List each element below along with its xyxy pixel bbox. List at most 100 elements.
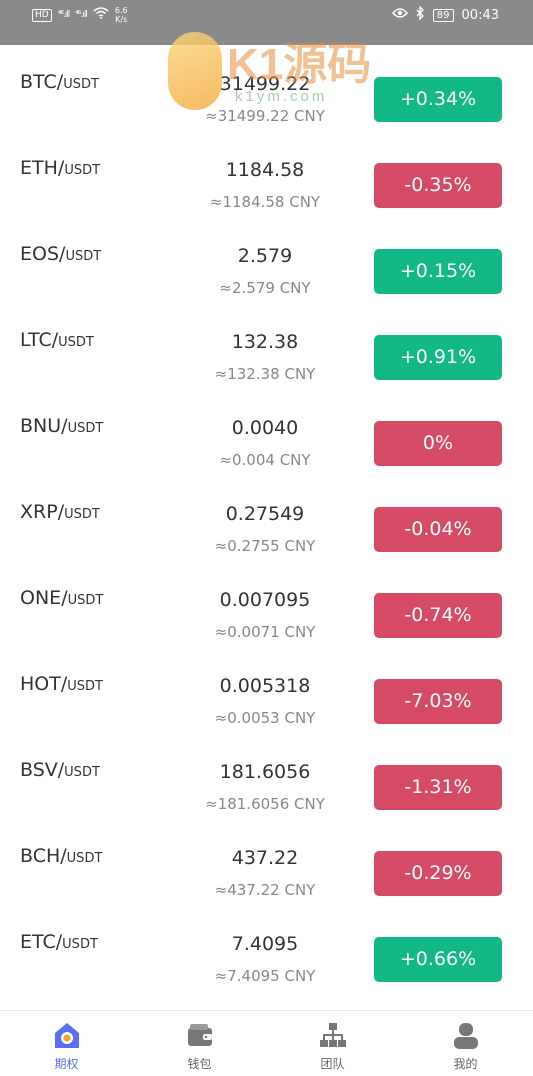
last-price: 0.27549 <box>225 503 305 525</box>
pair-name: LTC/USDT <box>20 329 94 351</box>
cny-price: ≈31499.22 CNY <box>205 107 325 125</box>
network-speed: 6.6 K/s <box>115 6 128 24</box>
market-list: BTC/USDT 31499.22 ≈31499.22 CNY +0.34% ETH/U… <box>0 45 533 991</box>
quote-currency: USDT <box>62 937 98 952</box>
last-price: 437.22 <box>231 847 299 869</box>
speed-value: 6.6 <box>114 6 128 15</box>
team-icon <box>318 1021 348 1051</box>
tab-options[interactable]: 期权 <box>0 1011 133 1076</box>
base-currency: HOT <box>20 673 61 695</box>
quote-currency: USDT <box>64 765 100 780</box>
tab-label: 团队 <box>320 1057 345 1071</box>
pair-name: BCH/USDT <box>20 845 102 867</box>
pair-name: HOT/USDT <box>20 673 103 695</box>
pair-name: EOS/USDT <box>20 243 101 265</box>
market-row[interactable]: XRP/USDT 0.27549 ≈0.2755 CNY -0.04% <box>0 475 533 561</box>
cny-price: ≈0.2755 CNY <box>214 537 316 555</box>
market-row[interactable]: EOS/USDT 2.579 ≈2.579 CNY +0.15% <box>0 217 533 303</box>
last-price: 181.6056 <box>219 761 311 783</box>
bluetooth-icon <box>416 5 425 24</box>
tab-profile[interactable]: 我的 <box>399 1011 532 1076</box>
change-badge[interactable]: -1.31% <box>374 765 502 810</box>
market-row[interactable]: BSV/USDT 181.6056 ≈181.6056 CNY -1.31% <box>0 733 533 819</box>
pair-name: ETC/USDT <box>20 931 98 953</box>
battery-icon: 89 <box>432 8 454 22</box>
pair-separator: / <box>57 759 65 781</box>
change-badge[interactable]: 0% <box>374 421 502 466</box>
change-badge[interactable]: +0.15% <box>374 249 502 294</box>
tab-label: 我的 <box>453 1057 478 1071</box>
base-currency: EOS <box>20 243 60 265</box>
last-price: 2.579 <box>237 245 293 267</box>
pair-name: XRP/USDT <box>20 501 100 523</box>
market-row[interactable]: BNU/USDT 0.0040 ≈0.004 CNY 0% <box>0 389 533 475</box>
change-badge[interactable]: -0.74% <box>374 593 502 638</box>
market-row[interactable]: LTC/USDT 132.38 ≈132.38 CNY +0.91% <box>0 303 533 389</box>
quote-currency: USDT <box>65 249 102 264</box>
base-currency: ETH <box>20 157 58 179</box>
pair-name: BSV/USDT <box>20 759 100 781</box>
cell-signal-icon: ⁴⁶.ıll <box>57 10 71 20</box>
market-row[interactable]: ONE/USDT 0.007095 ≈0.0071 CNY -0.74% <box>0 561 533 647</box>
last-price: 1184.58 <box>225 159 305 181</box>
market-row[interactable]: ETH/USDT 1184.58 ≈1184.58 CNY -0.35% <box>0 131 533 217</box>
cny-price: ≈1184.58 CNY <box>209 193 321 211</box>
pair-separator: / <box>59 243 66 265</box>
hd-badge: HD <box>32 8 52 22</box>
pair-name: BTC/USDT <box>20 71 99 93</box>
tab-label: 期权 <box>54 1057 79 1071</box>
pair-name: ETH/USDT <box>20 157 100 179</box>
base-currency: BTC <box>20 71 57 93</box>
base-currency: BCH <box>20 845 61 867</box>
eye-icon <box>391 7 408 23</box>
wallet-icon <box>185 1021 215 1051</box>
change-badge[interactable]: -0.35% <box>374 163 502 208</box>
base-currency: BSV <box>20 759 58 781</box>
base-currency: LTC <box>20 329 52 351</box>
base-currency: ONE <box>20 587 62 609</box>
pair-name: BNU/USDT <box>20 415 103 437</box>
last-price: 31499.22 <box>219 73 311 95</box>
change-badge[interactable]: +0.66% <box>374 937 502 982</box>
speed-unit: K/s <box>115 15 128 24</box>
bottom-tab-bar: 期权 钱包 团队 我的 <box>0 1010 533 1076</box>
change-badge[interactable]: +0.34% <box>374 77 502 122</box>
quote-currency: USDT <box>64 507 100 522</box>
cny-price: ≈0.0053 CNY <box>214 709 316 727</box>
base-currency: XRP <box>20 501 58 523</box>
last-price: 0.0040 <box>231 417 299 439</box>
quote-currency: USDT <box>67 421 104 436</box>
cny-price: ≈2.579 CNY <box>219 279 311 297</box>
tab-team[interactable]: 团队 <box>266 1011 399 1076</box>
tab-wallet[interactable]: 钱包 <box>133 1011 266 1076</box>
pair-separator: / <box>57 157 65 179</box>
quote-currency: USDT <box>67 679 103 694</box>
cell-signal-icon: ⁴⁶.ıll <box>75 10 88 20</box>
last-price: 7.4095 <box>231 933 299 955</box>
pair-separator: / <box>60 673 68 695</box>
quote-currency: USDT <box>67 593 104 608</box>
change-badge[interactable]: -0.29% <box>374 851 502 896</box>
cny-price: ≈7.4095 CNY <box>214 967 316 985</box>
options-icon <box>52 1021 82 1051</box>
pair-name: ONE/USDT <box>20 587 103 609</box>
quote-currency: USDT <box>66 851 103 866</box>
change-badge[interactable]: +0.91% <box>374 335 502 380</box>
last-price: 0.007095 <box>219 589 311 611</box>
status-right: 89 00:43 <box>391 5 499 24</box>
market-row[interactable]: BCH/USDT 437.22 ≈437.22 CNY -0.29% <box>0 819 533 905</box>
cny-price: ≈132.38 CNY <box>214 365 316 383</box>
quote-currency: USDT <box>58 335 94 350</box>
status-left: HD ⁴⁶.ıll ⁴⁶.ıll 6.6 K/s <box>32 6 128 24</box>
quote-currency: USDT <box>64 163 101 178</box>
change-badge[interactable]: -7.03% <box>374 679 502 724</box>
pair-separator: / <box>57 501 65 523</box>
market-row[interactable]: BTC/USDT 31499.22 ≈31499.22 CNY +0.34% <box>0 45 533 131</box>
base-currency: ETC <box>20 931 56 953</box>
change-badge[interactable]: -0.04% <box>374 507 502 552</box>
clock: 00:43 <box>461 7 499 23</box>
market-row[interactable]: HOT/USDT 0.005318 ≈0.0053 CNY -7.03% <box>0 647 533 733</box>
market-row[interactable]: ETC/USDT 7.4095 ≈7.4095 CNY +0.66% <box>0 905 533 991</box>
status-bar: HD ⁴⁶.ıll ⁴⁶.ıll 6.6 K/s 89 00:43 <box>0 0 533 45</box>
pair-separator: / <box>61 415 68 437</box>
